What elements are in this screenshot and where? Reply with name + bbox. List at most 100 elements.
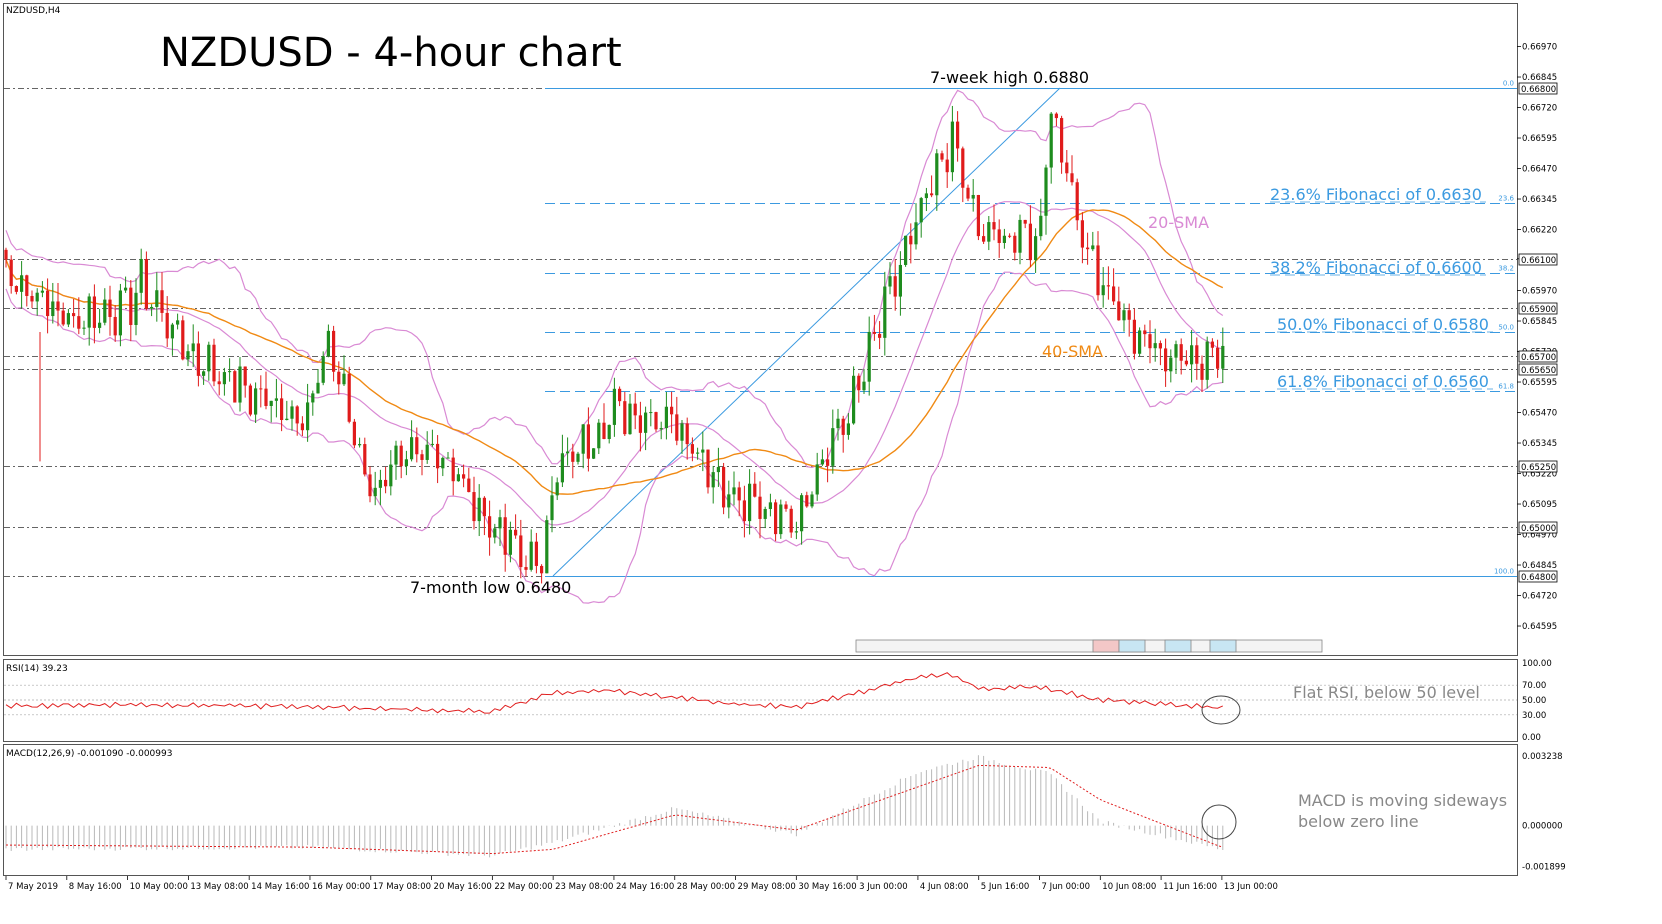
candle-body: [597, 422, 601, 449]
candle-body: [1216, 347, 1220, 369]
candle-body: [378, 479, 382, 488]
candle-body: [316, 382, 320, 394]
candle-body: [30, 295, 34, 302]
fib-ratio-tag: 38.2: [1498, 265, 1514, 273]
candle-body: [243, 366, 247, 386]
candle-body: [841, 418, 845, 435]
candle-body: [701, 449, 705, 453]
candle-body: [649, 412, 653, 414]
candle-body: [61, 310, 65, 325]
candle-body: [1080, 220, 1084, 248]
level-tag-text: 0.65900: [1521, 305, 1556, 315]
candle-body: [467, 478, 471, 493]
candle-body: [415, 437, 419, 455]
candle-body: [1101, 285, 1105, 296]
level-tag-0.66800: [1518, 82, 1558, 95]
low-annotation: 7-month low 0.6480: [410, 578, 571, 597]
candle-body: [35, 292, 39, 302]
level-tag-text: 0.64800: [1521, 573, 1556, 583]
candle-body: [670, 406, 674, 415]
candle-body: [1049, 113, 1053, 168]
candle-body: [732, 487, 736, 495]
candle-body: [742, 500, 746, 522]
candle-body: [987, 222, 991, 242]
candle-body: [139, 258, 143, 293]
time-tick-label: 11 Jun 16:00: [1163, 882, 1217, 892]
time-tick-label: 14 May 16:00: [251, 882, 309, 892]
candle-body: [586, 424, 590, 459]
candle-body: [1075, 182, 1079, 221]
candle-body: [690, 444, 694, 454]
fib-ratio-tag: 100.0: [1494, 568, 1514, 576]
candle-body: [1127, 310, 1131, 320]
candle-body: [228, 371, 232, 373]
candle-body: [654, 412, 658, 430]
candle-body: [1002, 235, 1006, 243]
candle-body: [758, 496, 762, 519]
candle-body: [46, 290, 50, 317]
candle-body: [810, 494, 814, 507]
time-tick-label: 17 May 08:00: [373, 882, 431, 892]
candle-body: [1091, 245, 1095, 250]
candle-body: [904, 235, 908, 265]
candle-body: [1018, 219, 1022, 253]
candle-body: [763, 508, 767, 519]
candle-body: [992, 222, 996, 230]
candle-body: [753, 483, 757, 497]
candle-body: [1148, 334, 1152, 349]
level-tags: 0.66800 0.66100 0.65900 0.65700 0.65650 0.652…: [1518, 82, 1558, 583]
rsi-note: Flat RSI, below 50 level: [1293, 683, 1480, 702]
candle-body: [1065, 162, 1069, 174]
candle-body: [815, 464, 819, 495]
sma40-line: [5, 209, 1224, 495]
candle-body: [1023, 219, 1027, 224]
candle-body: [264, 388, 268, 406]
candle-body: [956, 121, 960, 149]
candle-body: [680, 423, 684, 441]
time-tick-label: 29 May 08:00: [738, 882, 796, 892]
candle-body: [1143, 330, 1147, 335]
time-tick-label: 22 May 00:00: [494, 882, 552, 892]
time-tick-label: 16 May 00:00: [312, 882, 370, 892]
candle-body: [862, 381, 866, 391]
candle-body: [176, 320, 180, 325]
candle-body: [966, 187, 970, 199]
candle-body: [857, 375, 861, 391]
rsi-panel-frame: [3, 659, 1518, 742]
candle-body: [436, 443, 440, 469]
candle-body: [4, 249, 8, 260]
rsi-tick-label: 30.00: [1522, 711, 1546, 721]
candle-body: [155, 290, 159, 307]
chart-title: NZDUSD - 4-hour chart: [160, 30, 622, 76]
level-tag-text: 0.66800: [1521, 85, 1556, 95]
candle-body: [1184, 360, 1188, 365]
candle-body: [628, 403, 632, 435]
candle-body: [342, 373, 346, 385]
candle-body: [1200, 363, 1204, 380]
price-tick-label: 0.66220: [1522, 226, 1557, 236]
candle-body: [618, 388, 622, 402]
candle-body: [930, 193, 934, 196]
price-tick-label: 0.66470: [1522, 165, 1557, 175]
candle-body: [878, 333, 882, 338]
candle-body: [976, 194, 980, 237]
fib-labels: 23.6% Fibonacci of 0.6630 38.2% Fibonacci…: [1270, 185, 1493, 391]
rsi-axis: 100.00 70.00 50.00 30.00 0.00: [1522, 659, 1552, 743]
candle-body: [935, 153, 939, 196]
candle-body: [72, 313, 76, 317]
candle-body: [524, 567, 528, 570]
price-tick-label: 0.64845: [1522, 561, 1557, 571]
candle-body: [1008, 235, 1012, 237]
candle-body: [566, 451, 570, 454]
sma40-label: 40-SMA: [1042, 342, 1103, 361]
candlesticks: [4, 105, 1225, 584]
candle-body: [358, 444, 362, 446]
candle-body: [1054, 113, 1058, 119]
time-axis: 7 May 2019 8 May 16:00 10 May 00:00 13 May …: [5, 876, 1278, 892]
candle-body: [737, 487, 741, 501]
price-tick-label: 0.65845: [1522, 317, 1557, 327]
rsi-tick-label: 70.00: [1522, 681, 1546, 691]
fib-label-61.8: 61.8% Fibonacci of 0.6560: [1277, 372, 1489, 391]
candle-body: [1153, 343, 1157, 349]
candle-body: [254, 388, 258, 415]
